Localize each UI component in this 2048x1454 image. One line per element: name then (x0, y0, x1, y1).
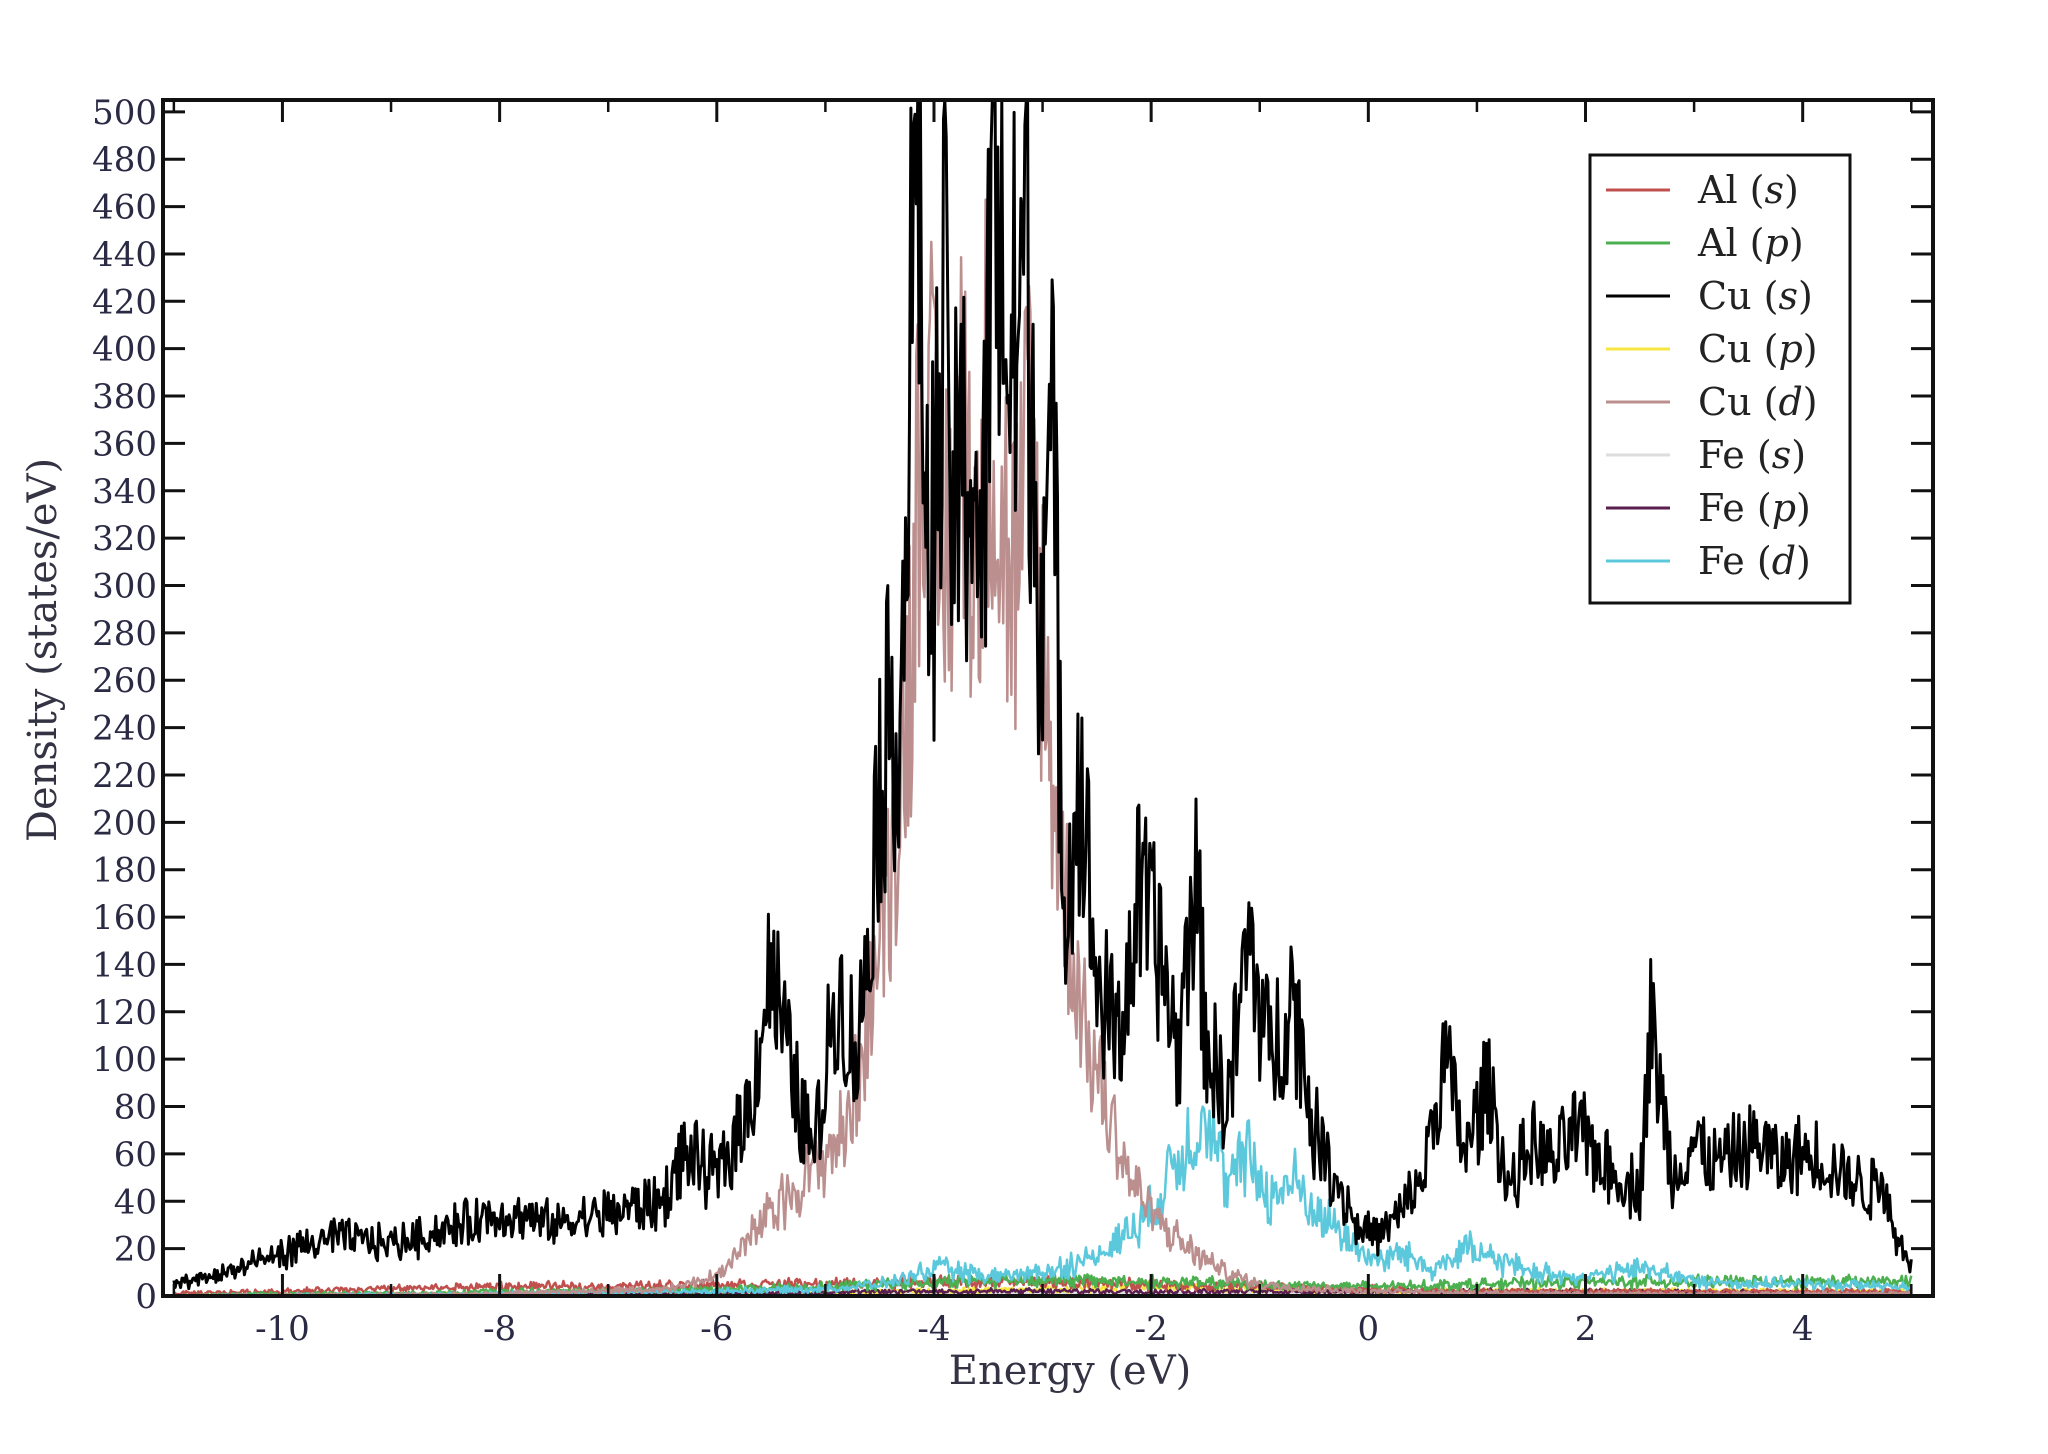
x-tick-label: -6 (700, 1309, 733, 1349)
legend-label-fe-s: Fe (s) (1698, 433, 1806, 477)
y-tick-label: 420 (92, 282, 157, 322)
legend-label-al-s: Al (s) (1697, 168, 1799, 212)
y-tick-label: 340 (92, 472, 157, 512)
series-line-al-s (173, 1273, 1913, 1297)
y-tick-label: 20 (114, 1230, 157, 1270)
legend-label-cu-p: Cu (p) (1698, 327, 1818, 371)
y-tick-label: 480 (92, 140, 157, 180)
series-line-cu-s (172, 98, 1913, 1291)
y-axis-title: Density (states/eV) (20, 458, 66, 842)
y-tick-label: 120 (92, 993, 157, 1033)
y-tick-label: 220 (92, 756, 157, 796)
y-tick-label: 260 (92, 661, 157, 701)
y-tick-label: 360 (92, 424, 157, 464)
y-tick-label: 80 (114, 1088, 157, 1128)
y-tick-label: 60 (114, 1135, 157, 1175)
plot-frame (161, 98, 1935, 1298)
y-tick-label: 440 (92, 235, 157, 275)
y-tick-label: 500 (92, 93, 157, 133)
x-tick-label: 2 (1575, 1309, 1597, 1349)
x-tick-label: 4 (1792, 1309, 1814, 1349)
x-tick-label: -8 (483, 1309, 516, 1349)
x-tick-label: 0 (1358, 1309, 1380, 1349)
y-tick-label: 240 (92, 709, 157, 749)
legend-label-al-p: Al (p) (1697, 221, 1804, 265)
x-tick-label: -4 (917, 1309, 950, 1349)
y-tick-label: 320 (92, 519, 157, 559)
axis-ticks: -10 -8 -6 -4 -2 0 2 402040608010012014016018020… (92, 93, 1933, 1349)
y-tick-label: 40 (114, 1182, 157, 1222)
y-tick-label: 460 (92, 188, 157, 228)
y-tick-label: 0 (135, 1277, 157, 1317)
y-tick-label: 380 (92, 377, 157, 417)
y-tick-label: 140 (92, 945, 157, 985)
legend: Al (s) Al (p) Cu (s) Cu (p) Cu (d) Fe (s) Fe (… (1588, 153, 1852, 605)
series-line-fe-d (173, 1105, 1912, 1298)
legend-label-fe-d: Fe (d) (1698, 539, 1811, 583)
y-tick-label: 160 (92, 898, 157, 938)
y-tick-label: 200 (92, 803, 157, 843)
y-tick-label: 300 (92, 567, 157, 607)
y-tick-label: 400 (92, 330, 157, 370)
x-tick-label: -10 (255, 1309, 310, 1349)
y-tick-label: 100 (92, 1040, 157, 1080)
legend-label-fe-p: Fe (p) (1698, 486, 1811, 530)
legend-label-cu-s: Cu (s) (1698, 274, 1813, 318)
legend-label-cu-d: Cu (d) (1698, 380, 1818, 424)
x-axis-title: Energy (eV) (949, 1348, 1191, 1394)
y-tick-label: 180 (92, 851, 157, 891)
y-tick-label: 280 (92, 614, 157, 654)
x-tick-label: -2 (1135, 1309, 1168, 1349)
legend-box (1588, 153, 1852, 605)
